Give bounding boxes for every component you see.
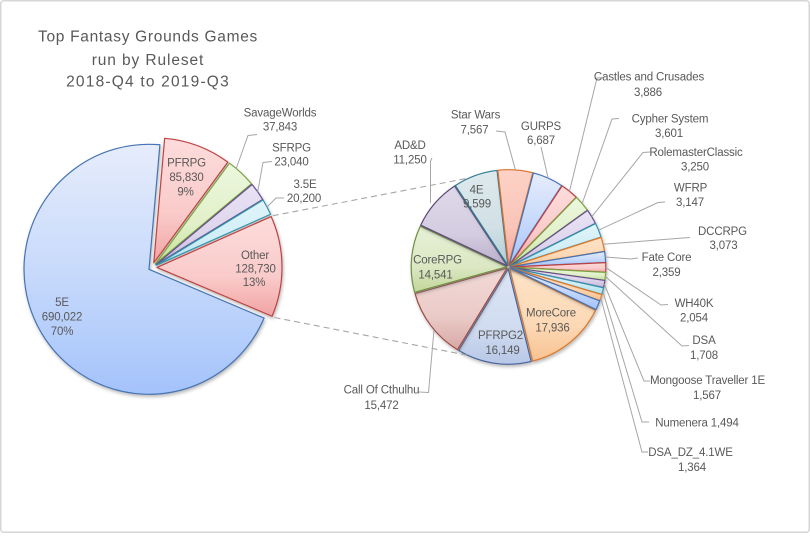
svg-text:3,250: 3,250 [681, 162, 709, 174]
svg-text:SFRPG: SFRPG [272, 143, 311, 155]
svg-text:128,730: 128,730 [235, 264, 276, 276]
svg-text:23,040: 23,040 [274, 157, 308, 169]
svg-text:Castles and Crusades: Castles and Crusades [594, 72, 705, 84]
svg-text:11,250: 11,250 [393, 155, 426, 167]
svg-text:PFRPG2: PFRPG2 [478, 330, 523, 342]
svg-text:Top Fantasy Grounds Games: Top Fantasy Grounds Games [38, 28, 258, 45]
svg-text:9%: 9% [177, 187, 193, 199]
svg-text:2,359: 2,359 [652, 267, 680, 279]
svg-text:GURPS: GURPS [521, 121, 562, 133]
svg-text:RolemasterClassic: RolemasterClassic [649, 147, 743, 159]
svg-text:3,147: 3,147 [676, 197, 704, 209]
svg-text:run by Ruleset: run by Ruleset [92, 52, 205, 69]
svg-text:1,708: 1,708 [690, 350, 718, 362]
svg-text:Mongoose Traveller 1E: Mongoose Traveller 1E [650, 375, 766, 387]
svg-text:1,567: 1,567 [693, 390, 721, 402]
svg-text:Other: Other [241, 250, 269, 262]
svg-text:MoreCore: MoreCore [526, 308, 576, 320]
svg-text:WH40K: WH40K [675, 298, 714, 310]
svg-text:16,149: 16,149 [485, 345, 519, 357]
svg-text:3,601: 3,601 [655, 128, 683, 140]
svg-text:DCCRPG: DCCRPG [698, 226, 747, 238]
svg-text:3,073: 3,073 [709, 240, 737, 252]
svg-text:7,567: 7,567 [460, 125, 488, 137]
svg-text:Star Wars: Star Wars [451, 110, 501, 122]
svg-text:70%: 70% [51, 326, 74, 338]
svg-text:85,830: 85,830 [169, 172, 203, 184]
svg-text:9,599: 9,599 [463, 199, 491, 211]
svg-text:DSA_DZ_4.1WE: DSA_DZ_4.1WE [648, 447, 733, 459]
svg-text:5E: 5E [55, 297, 69, 309]
svg-text:1,364: 1,364 [678, 462, 707, 474]
svg-text:2018-Q4 to 2019-Q3: 2018-Q4 to 2019-Q3 [66, 73, 230, 90]
svg-text:Fate Core: Fate Core [642, 252, 692, 264]
svg-text:17,936: 17,936 [535, 323, 569, 335]
svg-text:20,200: 20,200 [287, 193, 321, 205]
svg-text:Cypher System: Cypher System [632, 114, 709, 126]
svg-text:PFRPG: PFRPG [167, 158, 206, 170]
svg-text:13%: 13% [243, 277, 266, 289]
svg-text:Call Of Cthulhu: Call Of Cthulhu [344, 385, 420, 397]
svg-text:AD&D: AD&D [394, 140, 425, 152]
svg-text:6,687: 6,687 [527, 135, 555, 147]
svg-text:2,054: 2,054 [680, 313, 709, 325]
svg-text:SavageWorlds: SavageWorlds [244, 108, 317, 120]
svg-text:14,541: 14,541 [418, 270, 452, 282]
svg-text:15,472: 15,472 [364, 400, 398, 412]
svg-text:CoreRPG: CoreRPG [413, 255, 462, 267]
svg-text:DSA: DSA [692, 335, 716, 347]
svg-text:37,843: 37,843 [263, 122, 297, 134]
svg-text:WFRP: WFRP [674, 183, 708, 195]
svg-text:3.5E: 3.5E [293, 179, 317, 191]
svg-text:690,022: 690,022 [42, 312, 83, 324]
svg-text:4E: 4E [470, 185, 484, 197]
svg-text:Numenera 1,494: Numenera 1,494 [655, 418, 739, 430]
svg-text:3,886: 3,886 [634, 87, 662, 99]
